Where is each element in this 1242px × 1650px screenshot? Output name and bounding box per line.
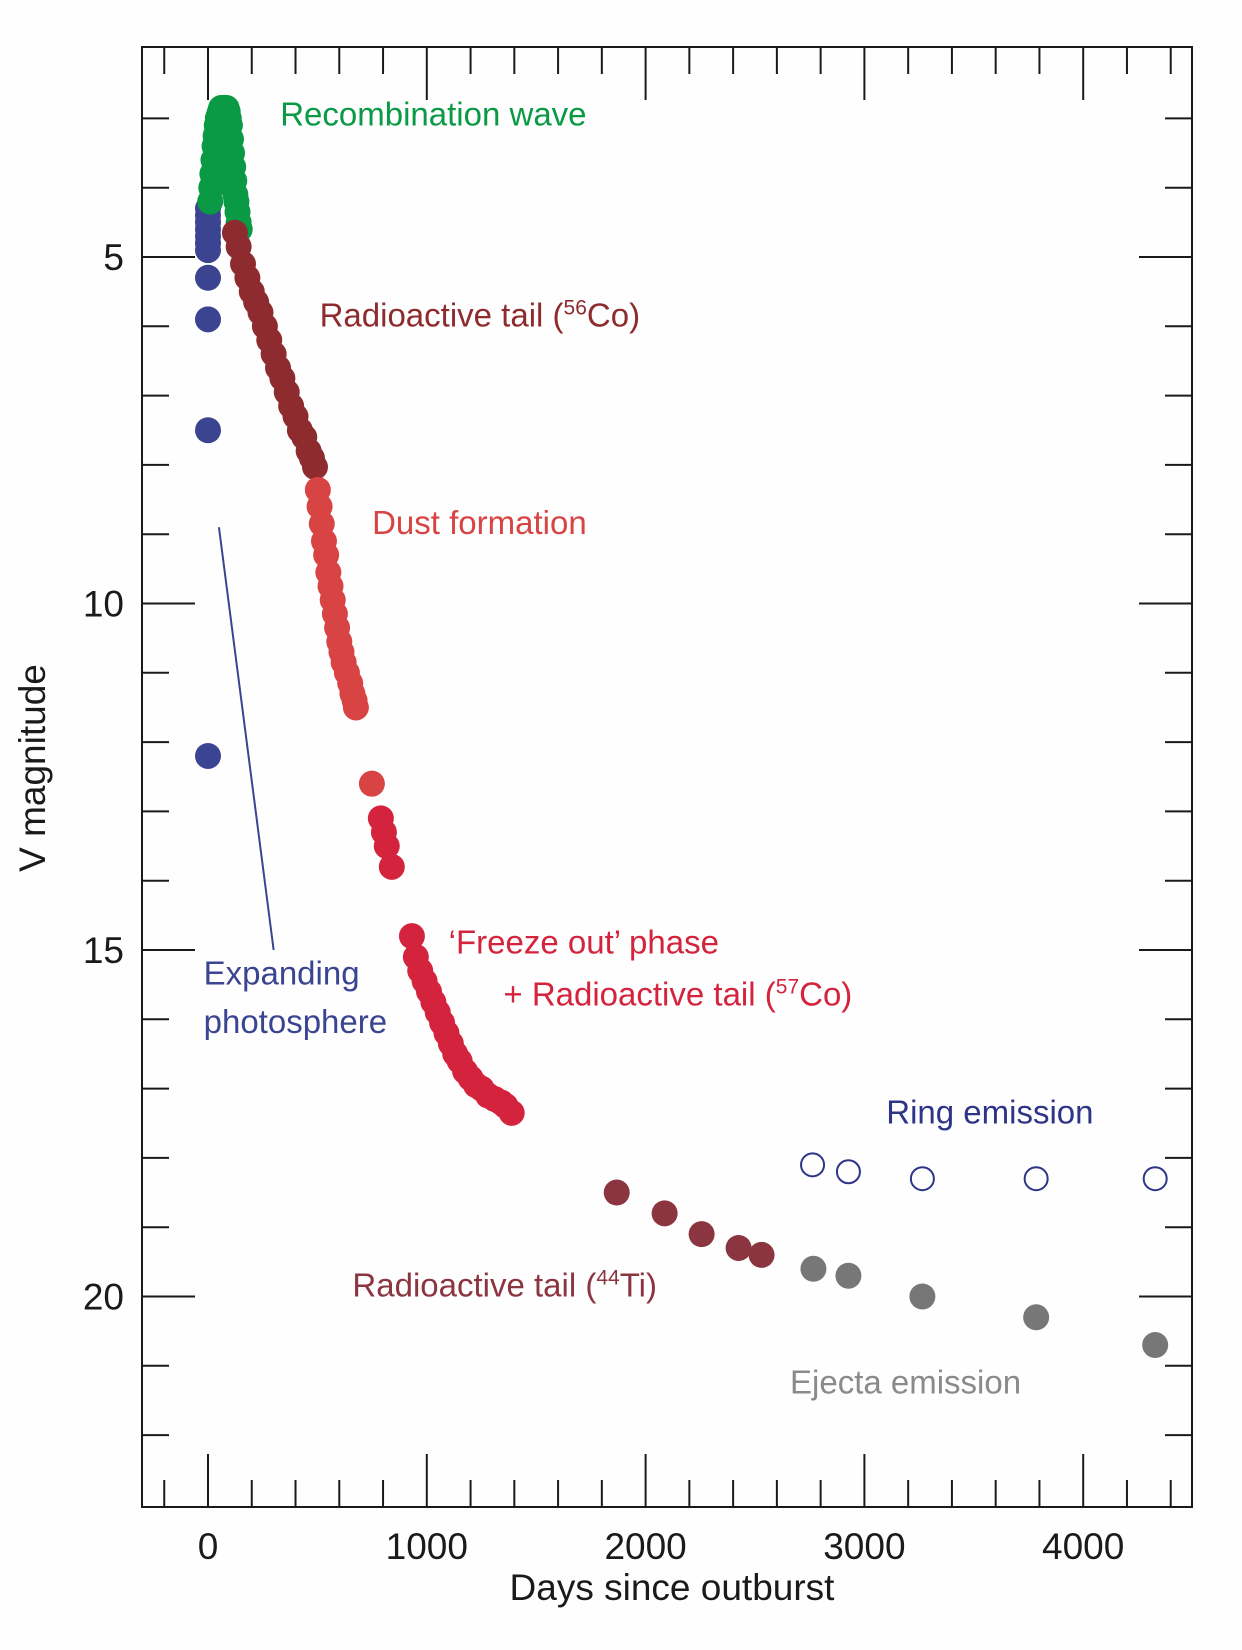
annotation-text-end: Co) — [799, 975, 852, 1012]
series-expanding-photosphere — [195, 195, 221, 769]
y-tick-label: 20 — [83, 1277, 124, 1318]
data-point — [909, 1166, 935, 1192]
data-point — [1023, 1166, 1049, 1192]
data-point — [195, 742, 221, 769]
x-axis-title: Days since outburst — [510, 1567, 836, 1608]
data-point — [800, 1255, 827, 1282]
annotation-label: + Radioactive tail (57Co) — [503, 975, 852, 1012]
annotation-label: Expanding — [204, 955, 360, 992]
x-tick-label: 4000 — [1042, 1526, 1124, 1567]
series-radioactive-tail-56co — [221, 219, 328, 480]
data-point — [603, 1179, 630, 1206]
axis-ticks — [142, 47, 1192, 1507]
annotation-superscript: 56 — [564, 296, 587, 319]
data-point — [301, 453, 328, 480]
y-axis-title: V magnitude — [12, 664, 53, 872]
annotation-label: ‘Freeze out’ phase — [449, 923, 719, 960]
data-point — [1142, 1332, 1169, 1359]
data-points — [195, 95, 1169, 1359]
y-tick-label: 10 — [83, 584, 124, 625]
annotation-label: Recombination wave — [280, 95, 586, 132]
annotation-text-end: Ti) — [620, 1267, 657, 1304]
annotation-superscript: 57 — [776, 975, 799, 998]
annotation-label: Radioactive tail (56Co) — [320, 296, 641, 333]
annotation-label: photosphere — [204, 1003, 387, 1040]
plot-frame — [141, 46, 1193, 1508]
data-point — [378, 853, 405, 880]
data-point — [651, 1200, 678, 1227]
series-ring-emission — [800, 1152, 1168, 1192]
data-point — [1142, 1166, 1168, 1192]
data-point — [688, 1221, 715, 1248]
data-point — [725, 1234, 752, 1261]
data-point — [373, 833, 400, 860]
data-point — [909, 1283, 936, 1310]
annotation-text-end: Co) — [587, 296, 640, 333]
data-point — [498, 1099, 525, 1126]
x-tick-label: 2000 — [604, 1526, 686, 1567]
data-point — [835, 1159, 861, 1185]
x-tick-label: 0 — [198, 1526, 219, 1567]
leader-line — [217, 527, 275, 951]
annotation-label: Ejecta emission — [790, 1364, 1021, 1401]
annotation-text: Radioactive tail ( — [352, 1267, 596, 1304]
series-ejecta-emission — [800, 1255, 1169, 1359]
data-point — [398, 923, 425, 950]
tick-labels: 0 1000 2000 3000 4000 5 10 15 20 — [83, 237, 1125, 1567]
annotation-label: Dust formation — [372, 504, 587, 541]
series-freeze-out-phase-radioactive-tail-57co — [367, 805, 525, 1126]
annotation-superscript: 44 — [596, 1267, 620, 1290]
data-point — [195, 237, 221, 264]
series-radioactive-tail-44ti — [603, 1179, 775, 1268]
series-dust-formation — [304, 476, 385, 797]
data-point — [748, 1241, 775, 1268]
y-tick-label: 15 — [83, 930, 124, 971]
y-tick-label: 5 — [103, 237, 124, 278]
annotation-label: Ring emission — [886, 1093, 1093, 1130]
x-tick-label: 3000 — [823, 1526, 905, 1567]
data-point — [195, 306, 221, 333]
data-point — [800, 1152, 826, 1178]
data-point — [358, 770, 385, 797]
annotation-text: + Radioactive tail ( — [503, 975, 775, 1012]
data-point — [195, 264, 221, 291]
data-point — [195, 417, 221, 444]
data-point — [835, 1262, 862, 1289]
annotation-text: Radioactive tail ( — [320, 296, 564, 333]
x-tick-label: 1000 — [386, 1526, 468, 1567]
data-point — [342, 694, 369, 721]
annotation-label: Radioactive tail (44Ti) — [352, 1267, 657, 1304]
leader-line-group — [217, 527, 275, 951]
data-point — [1023, 1304, 1050, 1331]
